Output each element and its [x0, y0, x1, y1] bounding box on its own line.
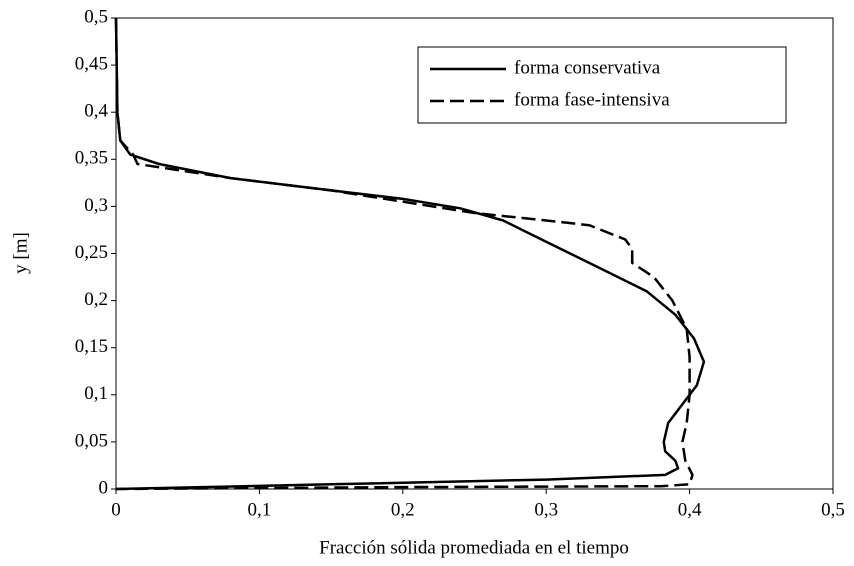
series-line	[114, 17, 706, 491]
y-tick-label: 0,5	[84, 6, 108, 27]
x-tick-label: 0,4	[678, 499, 702, 520]
y-tick-label: 0	[99, 477, 109, 498]
x-tick-label: 0,2	[391, 499, 415, 520]
y-tick-label: 0,3	[84, 195, 108, 216]
legend-box	[417, 46, 787, 124]
y-tick-label: 0,05	[75, 430, 108, 451]
y-tick-label: 0,25	[75, 242, 108, 263]
y-tick-label: 0,4	[84, 101, 108, 122]
y-tick-label: 0,45	[75, 53, 108, 74]
x-tick-label: 0,1	[248, 499, 272, 520]
y-axis-label: y [m]	[10, 232, 31, 274]
x-tick-label: 0,3	[534, 499, 558, 520]
y-tick-label: 0,15	[75, 336, 108, 357]
y-tick-label: 0,1	[84, 383, 108, 404]
legend-label: forma conservativa	[514, 57, 661, 78]
x-axis-label: Fracción sólida promediada en el tiempo	[319, 537, 629, 558]
y-tick-label: 0,35	[75, 148, 108, 169]
x-tick-label: 0	[111, 499, 121, 520]
series-line	[114, 17, 694, 491]
x-tick-label: 0,5	[821, 499, 845, 520]
legend-label: forma fase-intensiva	[514, 89, 670, 110]
y-tick-label: 0,2	[84, 289, 108, 310]
